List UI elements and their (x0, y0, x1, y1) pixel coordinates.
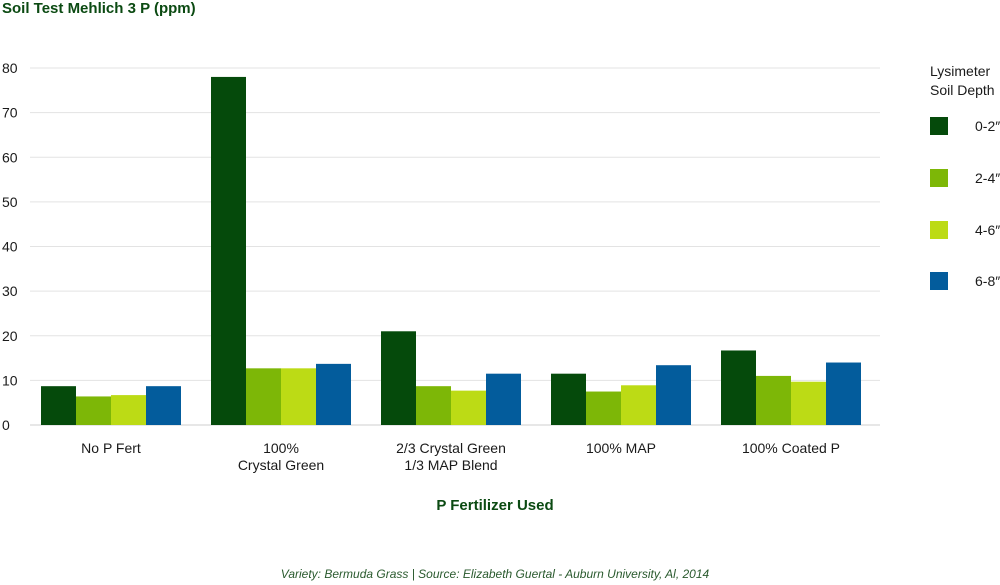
category-labels: No P Fert 100% Crystal Green 2/3 Crystal Gr… (81, 440, 840, 473)
legend-item-2-4: 2-4″ (930, 169, 1000, 189)
bar-0-3 (146, 386, 181, 425)
bar-1-0 (211, 76, 246, 426)
legend-item-6-8: 6-8″ (930, 272, 1000, 292)
legend-label: 6-8″ (975, 273, 1000, 289)
bar-0-2 (111, 395, 146, 425)
bar-3-0 (551, 373, 586, 425)
category-label-line: No P Fert (81, 440, 141, 456)
category-label-line: 100% MAP (586, 440, 656, 456)
bar-1-2 (281, 368, 316, 425)
legend-title-line-2: Soil Depth (930, 82, 995, 98)
y-tick-label-60: 60 (2, 149, 18, 165)
chart-title: Soil Test Mehlich 3 P (ppm) (2, 0, 196, 17)
category-label-line: 2/3 Crystal Green (396, 440, 506, 456)
category-label-line: 100% Coated P (742, 440, 840, 456)
bar-4-1 (756, 375, 791, 425)
y-tick-label-80: 80 (2, 60, 18, 76)
bar-2-0 (381, 331, 416, 425)
legend-swatch (930, 221, 948, 239)
y-axis-ticks: 0 10 20 30 40 50 60 70 80 (2, 60, 18, 433)
bar-0-0 (41, 386, 76, 425)
category-label-line: Crystal Green (238, 457, 324, 473)
y-tick-label-10: 10 (2, 372, 18, 388)
bar-3-2 (621, 385, 656, 425)
y-tick-label-0: 0 (2, 417, 10, 433)
category-label-line: 100% (263, 440, 299, 456)
legend-label: 2-4″ (975, 170, 1000, 186)
y-tick-label-20: 20 (2, 328, 18, 344)
category-label-1: 100% Crystal Green (238, 440, 324, 473)
bar-2-3 (486, 373, 521, 425)
bar-2-2 (451, 390, 486, 425)
bar-4-0 (721, 350, 756, 425)
bar-1-1 (246, 368, 281, 425)
legend-item-0-2: 0-2″ (930, 117, 1000, 137)
category-label-line: 1/3 MAP Blend (404, 457, 497, 473)
category-label-2: 2/3 Crystal Green 1/3 MAP Blend (396, 440, 506, 473)
legend-swatch (930, 272, 948, 290)
y-tick-label-40: 40 (2, 239, 18, 255)
legend-item-4-6: 4-6″ (930, 221, 1000, 241)
category-label-0: No P Fert (81, 440, 141, 456)
legend-swatch (930, 117, 948, 135)
bar-4-3 (826, 362, 861, 425)
category-label-3: 100% MAP (586, 440, 656, 456)
source-caption: Variety: Bermuda Grass | Source: Elizabe… (280, 567, 710, 581)
bar-4-2 (791, 381, 826, 425)
bar-1-3 (316, 363, 351, 425)
legend-title-line-1: Lysimeter (930, 63, 991, 79)
legend-title: Lysimeter Soil Depth (930, 62, 995, 100)
y-tick-label-30: 30 (2, 283, 18, 299)
legend-swatch (930, 169, 948, 187)
y-tick-label-70: 70 (2, 105, 18, 121)
y-tick-label-50: 50 (2, 194, 18, 210)
bar-3-3 (656, 365, 691, 425)
legend-label: 0-2″ (975, 118, 1000, 134)
legend-label: 4-6″ (975, 222, 1000, 238)
category-label-4: 100% Coated P (742, 440, 840, 456)
bar-3-1 (586, 391, 621, 425)
bars (41, 76, 861, 426)
bar-0-1 (76, 396, 111, 425)
x-axis-label: P Fertilizer Used (436, 497, 554, 514)
legend: Lysimeter Soil Depth 0-2″ 2-4″ 4-6″ 6-8″ (920, 62, 1000, 290)
bar-2-1 (416, 386, 451, 425)
